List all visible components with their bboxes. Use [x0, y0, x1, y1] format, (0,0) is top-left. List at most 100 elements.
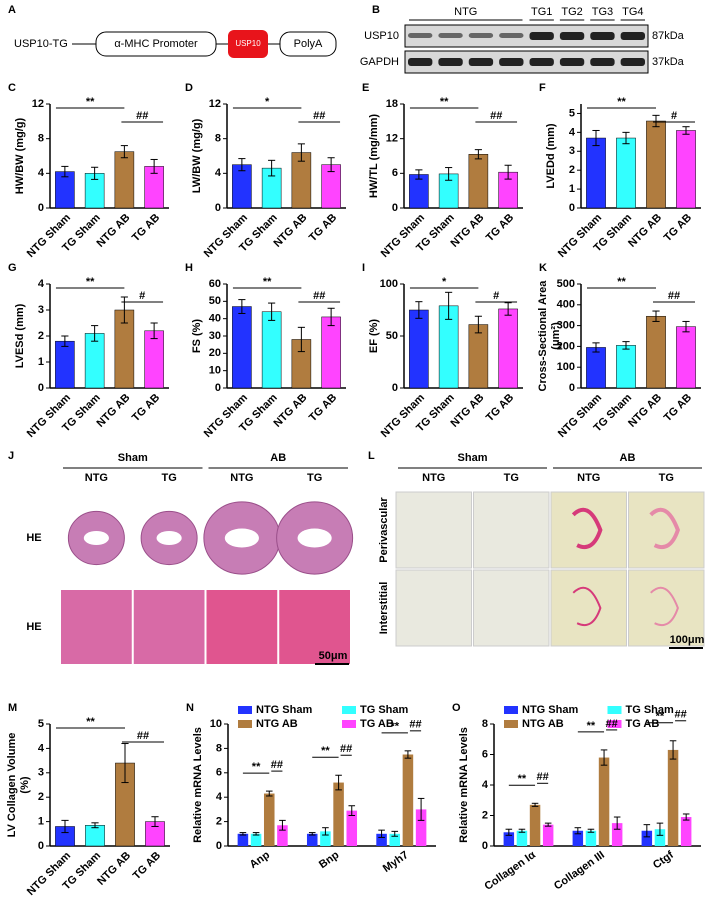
protein-label: GAPDH: [360, 56, 399, 68]
tissue-image: [279, 590, 350, 664]
x-tick-label: TG AB: [662, 212, 694, 244]
tissue-image: [395, 491, 472, 569]
y-tick-label: 0: [482, 840, 488, 852]
y-tick-label: 4: [482, 779, 489, 791]
legend-label: NTG AB: [522, 718, 564, 730]
y-tick-label: 10: [210, 718, 222, 730]
bar: [320, 831, 331, 846]
significance-label: **: [617, 96, 626, 108]
bar: [667, 749, 679, 846]
band: [559, 58, 585, 66]
bar: [376, 833, 387, 846]
tissue-image: [395, 569, 472, 647]
polya-label: PolyA: [294, 38, 323, 50]
row-label: Perivascular: [378, 497, 390, 563]
bar: [498, 308, 518, 389]
protein-label: USP10: [364, 30, 399, 42]
y-tick-label: 1: [38, 816, 44, 828]
y-tick-label: 0: [569, 202, 575, 214]
bar: [321, 316, 341, 389]
tissue-image: [61, 590, 132, 664]
y-tick-label: 4: [38, 278, 45, 290]
y-axis-label: LW/BW (mg/g): [191, 118, 203, 193]
panel-label: L: [368, 450, 375, 462]
bar: [409, 309, 429, 389]
y-axis-label: Relative mRNA Levels: [192, 727, 204, 843]
bar: [468, 154, 489, 209]
column-label: TG: [307, 472, 322, 484]
column-label: TG: [659, 472, 674, 484]
y-tick-label: 1: [38, 356, 44, 368]
significance-label: **: [390, 721, 399, 733]
y-tick-label: 0: [38, 202, 44, 214]
scale-label: 100μm: [670, 634, 705, 646]
column-label: NTG: [85, 472, 108, 484]
bar: [306, 833, 318, 846]
y-tick-label: 10: [209, 365, 221, 377]
legend-swatch: [504, 720, 518, 728]
ventricle: [297, 528, 332, 548]
legend-swatch: [504, 706, 518, 714]
tissue-image: [550, 569, 627, 647]
legend-label: TG Sham: [626, 704, 675, 716]
x-tick-label: TG AB: [484, 392, 516, 424]
y-tick-label: 8: [38, 133, 44, 145]
bar: [468, 324, 489, 389]
y-tick-label: 0: [215, 202, 221, 214]
bar: [402, 754, 414, 846]
x-tick-label: TG AB: [484, 212, 516, 244]
bar: [232, 306, 252, 389]
significance-label: **: [252, 761, 261, 773]
ventricle: [224, 528, 259, 548]
tissue-image: [206, 590, 278, 664]
y-tick-label: 8: [215, 133, 221, 145]
x-tick-label: NTG AB: [272, 212, 310, 250]
bar: [616, 345, 636, 389]
y-axis-label: FS (%): [191, 319, 203, 354]
y-tick-label: 0: [38, 840, 44, 852]
bar: [237, 833, 249, 846]
y-tick-label: 400: [557, 299, 575, 311]
row-label: HE: [26, 621, 41, 633]
bar: [680, 817, 692, 846]
collagen-stain: [571, 507, 603, 550]
significance-label: **: [587, 720, 596, 732]
bar: [676, 326, 696, 389]
polya-box: [279, 31, 337, 57]
band: [438, 33, 463, 38]
promoter-label: α-MHC Promoter: [114, 38, 198, 50]
significance-label: ##: [340, 743, 352, 755]
bar: [585, 830, 597, 846]
y-tick-label: 0: [216, 840, 222, 852]
chart: O Relative mRNA Levels 0 2 4 6 8 NTG Sham TG Sha…: [452, 702, 701, 893]
y-tick-label: 2: [216, 816, 222, 828]
bar: [646, 315, 666, 389]
tissue-image: [628, 491, 705, 569]
column-label: NTG: [230, 472, 253, 484]
bar: [641, 830, 653, 846]
y-tick-label: 5: [38, 718, 44, 730]
column-label: TG: [504, 472, 519, 484]
gene-box: [228, 30, 268, 58]
x-tick-label: Myh7: [381, 849, 411, 875]
chart: K Cross-Sectional Area (μm²) 0 100 200 300 400 5…: [537, 262, 701, 440]
band: [468, 33, 494, 38]
western-blot: B NTG TG1 TG2 TG3 TG4 USP10 87kDa GAPDH 37kDa: [360, 4, 685, 74]
bar: [55, 340, 75, 389]
significance-label: ##: [313, 290, 325, 302]
significance-label: **: [263, 276, 272, 288]
bar: [333, 782, 344, 846]
bar: [114, 151, 135, 209]
tissue-image: [628, 569, 705, 647]
x-tick-label: NTG AB: [626, 392, 664, 430]
legend-label: NTG Sham: [256, 704, 312, 716]
y-tick-label: 50: [386, 330, 398, 342]
y-tick-label: 4: [38, 167, 45, 179]
y-tick-label: 2: [38, 330, 44, 342]
column-label: NTG: [422, 472, 445, 484]
x-tick-label: NTG AB: [272, 392, 310, 430]
y-tick-label: 20: [209, 347, 221, 359]
y-tick-label: 2: [569, 164, 575, 176]
